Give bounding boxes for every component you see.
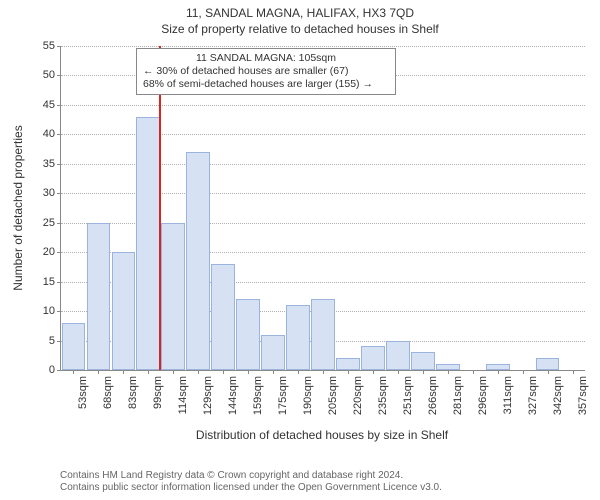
histogram-bar <box>311 299 335 370</box>
histogram-bar <box>536 358 560 370</box>
ytick-label: 0 <box>49 364 61 376</box>
xtick-label: 68sqm <box>102 376 114 409</box>
histogram-bar <box>136 117 160 370</box>
xtick-label: 327sqm <box>527 376 539 415</box>
histogram-bar <box>186 152 210 370</box>
histogram-bar <box>112 252 136 370</box>
xtick-label: 235sqm <box>377 376 389 415</box>
xtick-label: 266sqm <box>427 376 439 415</box>
xtick-label: 53sqm <box>77 376 89 409</box>
ytick-label: 15 <box>43 276 61 288</box>
xtick-label: 144sqm <box>227 376 239 415</box>
ytick-label: 5 <box>49 335 61 347</box>
xtick-mark <box>573 370 574 374</box>
histogram-bar <box>236 299 260 370</box>
histogram-bar <box>261 335 285 370</box>
xtick-label: 251sqm <box>402 376 414 415</box>
gridline <box>61 46 585 47</box>
xtick-mark <box>198 370 199 374</box>
ytick-label: 30 <box>43 187 61 199</box>
xtick-label: 83sqm <box>127 376 139 409</box>
xtick-mark <box>173 370 174 374</box>
histogram-bar <box>386 341 410 370</box>
xtick-mark <box>248 370 249 374</box>
histogram-bar <box>336 358 360 370</box>
footer-line-2: Contains public sector information licen… <box>60 482 442 494</box>
xtick-label: 99sqm <box>152 376 164 409</box>
xtick-label: 220sqm <box>352 376 364 415</box>
xtick-label: 190sqm <box>302 376 314 415</box>
xtick-label: 342sqm <box>552 376 564 415</box>
annotation-line: 11 SANDAL MAGNA: 105sqm <box>143 52 389 65</box>
histogram-bar <box>87 223 111 370</box>
xtick-label: 311sqm <box>502 376 514 414</box>
xtick-label: 159sqm <box>252 376 264 415</box>
address-title: 11, SANDAL MAGNA, HALIFAX, HX3 7QD <box>0 0 600 20</box>
xtick-mark <box>473 370 474 374</box>
xtick-mark <box>223 370 224 374</box>
xtick-mark <box>298 370 299 374</box>
y-axis-label: Number of detached properties <box>11 125 25 290</box>
xtick-label: 357sqm <box>577 376 589 415</box>
chart-subtitle: Size of property relative to detached ho… <box>0 20 600 36</box>
xtick-label: 205sqm <box>327 376 339 415</box>
footer-line-1: Contains HM Land Registry data © Crown c… <box>60 470 442 482</box>
histogram-bar <box>211 264 235 370</box>
ytick-label: 50 <box>43 69 61 81</box>
annotation-box: 11 SANDAL MAGNA: 105sqm← 30% of detached… <box>136 48 396 95</box>
plot-area: 051015202530354045505553sqm68sqm83sqm99s… <box>60 46 585 371</box>
xtick-mark <box>98 370 99 374</box>
gridline <box>61 105 585 106</box>
xtick-label: 296sqm <box>477 376 489 415</box>
xtick-mark <box>398 370 399 374</box>
xtick-mark <box>423 370 424 374</box>
ytick-label: 45 <box>43 99 61 111</box>
xtick-mark <box>498 370 499 374</box>
xtick-mark <box>73 370 74 374</box>
ytick-label: 40 <box>43 128 61 140</box>
ytick-label: 35 <box>43 158 61 170</box>
ytick-label: 25 <box>43 217 61 229</box>
histogram-bar <box>62 323 86 370</box>
xtick-mark <box>523 370 524 374</box>
xtick-mark <box>123 370 124 374</box>
xtick-label: 281sqm <box>452 376 464 415</box>
histogram-bar <box>286 305 310 370</box>
xtick-label: 175sqm <box>277 376 289 415</box>
ytick-label: 20 <box>43 246 61 258</box>
annotation-line: 68% of semi-detached houses are larger (… <box>143 78 389 91</box>
xtick-mark <box>373 370 374 374</box>
xtick-mark <box>548 370 549 374</box>
xtick-mark <box>448 370 449 374</box>
xtick-label: 114sqm <box>177 376 189 414</box>
x-axis-label: Distribution of detached houses by size … <box>196 428 448 442</box>
histogram-bar <box>411 352 435 370</box>
xtick-mark <box>348 370 349 374</box>
ytick-label: 55 <box>43 40 61 52</box>
chart-container: 11, SANDAL MAGNA, HALIFAX, HX3 7QD Size … <box>0 0 600 500</box>
xtick-mark <box>148 370 149 374</box>
xtick-label: 129sqm <box>202 376 214 415</box>
histogram-bar <box>161 223 185 370</box>
histogram-bar <box>361 346 385 370</box>
footer-attribution: Contains HM Land Registry data © Crown c… <box>60 470 442 494</box>
annotation-line: ← 30% of detached houses are smaller (67… <box>143 65 389 78</box>
xtick-mark <box>273 370 274 374</box>
xtick-mark <box>323 370 324 374</box>
ytick-label: 10 <box>43 305 61 317</box>
